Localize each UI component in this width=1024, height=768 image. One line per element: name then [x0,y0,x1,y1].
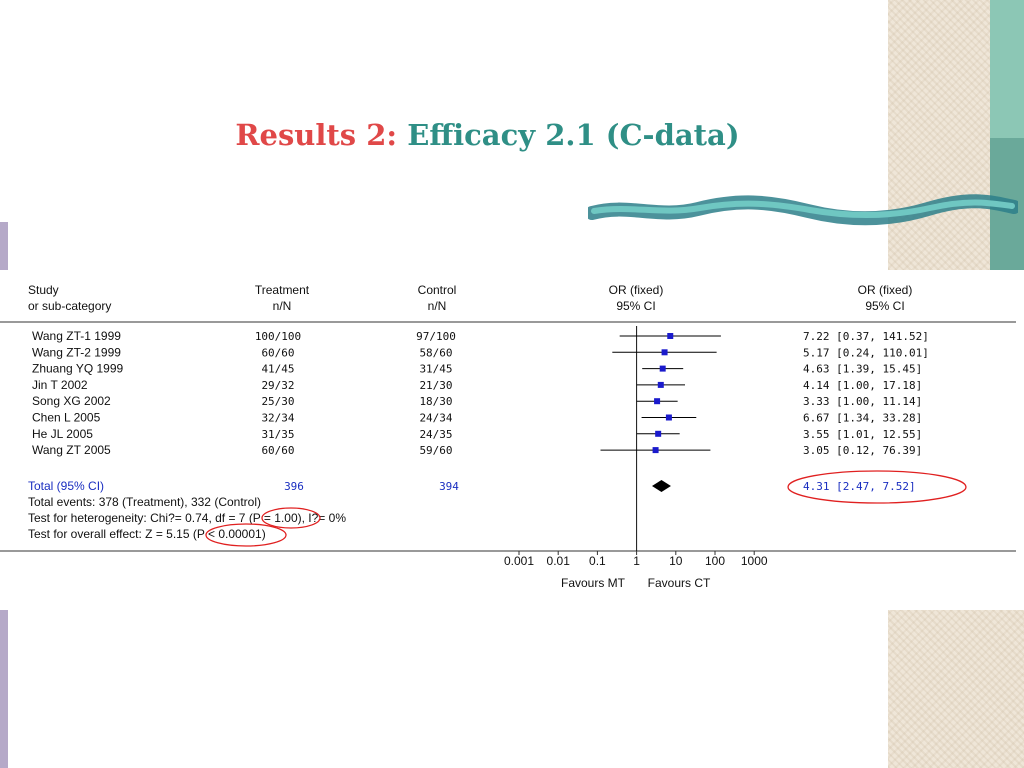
study-name: Wang ZT 2005 [32,443,111,457]
study-point [657,381,664,388]
study-or-text: 7.22 [0.37, 141.52] [803,330,929,343]
study-name: He JL 2005 [32,427,93,441]
header-treatment: Treatment [255,283,310,297]
study-or-text: 3.33 [1.00, 11.14] [803,395,922,408]
total-label: Total (95% CI) [28,479,104,493]
header-plot-or: OR (fixed) [609,283,664,297]
total-or-highlight [787,470,967,504]
decorative-teal-strip [990,0,1024,140]
study-control: 58/60 [419,346,452,359]
study-point [661,349,668,356]
x-tick-label: 1000 [741,554,768,568]
heterogeneity-p: (P = 1.00) [249,511,302,525]
study-control: 97/100 [416,330,456,343]
study-name: Wang ZT-1 1999 [32,329,121,343]
study-or-text: 3.55 [1.01, 12.55] [803,428,922,441]
heterogeneity-suffix: , I?= 0% [302,511,347,525]
study-point [655,430,662,437]
header-study: Study [28,283,59,297]
study-point [667,333,674,339]
header-control-n: n/N [428,299,447,313]
study-name: Song XG 2002 [32,394,111,408]
study-point [665,414,672,421]
total-or-text: 4.31 [2.47, 7.52] [803,480,916,493]
header-treatment-n: n/N [273,299,292,313]
study-row: Wang ZT-2 1999 60/60 58/60 5.17 [0.24, 110.… [32,345,929,359]
decorative-brush-stroke [588,194,1018,226]
study-treatment: 41/45 [261,363,294,376]
study-row: Chen L 2005 32/34 24/34 6.67 [1.34, 33.28] [32,411,922,425]
study-treatment: 32/34 [261,412,294,425]
study-control: 18/30 [419,395,452,408]
study-treatment: 60/60 [261,444,294,457]
study-treatment: 60/60 [261,346,294,359]
study-control: 24/35 [419,428,452,441]
study-row: Wang ZT 2005 60/60 59/60 3.05 [0.12, 76.39] [32,443,922,457]
study-treatment: 29/32 [261,379,294,392]
heterogeneity-p-highlight [261,507,321,529]
study-treatment: 100/100 [255,330,301,343]
x-tick-label: 0.1 [589,554,606,568]
study-or-text: 4.63 [1.39, 15.45] [803,363,922,376]
x-tick-label: 10 [669,554,683,568]
study-treatment: 25/30 [261,395,294,408]
study-row: Zhuang YQ 1999 41/45 31/45 4.63 [1.39, 15.4… [32,362,922,376]
forest-plot-panel: Study or sub-category Treatment n/N Cont… [0,270,1024,610]
overall-p-highlight [205,523,287,547]
total-events: Total events: 378 (Treatment), 332 (Cont… [28,495,261,509]
header-plot-ci: 95% CI [616,299,655,313]
header-control: Control [418,283,457,297]
study-treatment: 31/35 [261,428,294,441]
header-subcategory: or sub-category [28,299,111,313]
study-row: Wang ZT-1 1999 100/100 97/100 7.22 [0.37, 1… [32,329,929,343]
study-row: He JL 2005 31/35 24/35 3.55 [1.01, 12.55] [32,427,922,441]
x-tick-label: 0.001 [504,554,534,568]
header-or-ci: 95% CI [865,299,904,313]
study-control: 59/60 [419,444,452,457]
study-or-text: 4.14 [1.00, 17.18] [803,379,922,392]
study-or-text: 6.67 [1.34, 33.28] [803,412,922,425]
study-name: Chen L 2005 [32,411,101,425]
study-rows: Wang ZT-1 1999 100/100 97/100 7.22 [0.37, 1… [32,329,929,457]
overall-p: (P < 0.00001) [193,527,266,541]
forest-plot: Study or sub-category Treatment n/N Cont… [0,283,1016,590]
study-control: 24/34 [419,412,452,425]
x-axis-ticks: 0.001 0.01 0.1 1 10 100 1000 [504,551,768,568]
x-tick-label: 100 [705,554,725,568]
study-name: Jin T 2002 [32,378,88,392]
study-or-text: 3.05 [0.12, 76.39] [803,444,922,457]
x-tick-label: 1 [633,554,640,568]
slide-title: Results 2: Efficacy 2.1 (C-data) [0,118,975,152]
favours-right: Favours CT [648,576,711,590]
header-or: OR (fixed) [858,283,913,297]
study-control: 21/30 [419,379,452,392]
favours-left: Favours MT [561,576,626,590]
total-diamond [651,480,671,492]
decorative-texture-bottom [888,603,1024,768]
total-treatment: 396 [284,480,304,493]
study-name: Zhuang YQ 1999 [32,362,124,376]
study-point [652,447,659,454]
heterogeneity-prefix: Test for heterogeneity: Chi?= 0.74, df =… [28,511,249,525]
study-or-text: 5.17 [0.24, 110.01] [803,346,929,359]
study-point [654,398,661,405]
study-row: Song XG 2002 25/30 18/30 3.33 [1.00, 11.14] [32,394,922,408]
overall-prefix: Test for overall effect: Z = 5.15 [28,527,193,541]
study-name: Wang ZT-2 1999 [32,345,121,359]
title-main: Efficacy 2.1 (C-data) [407,118,740,152]
total-control: 394 [439,480,459,493]
x-tick-label: 0.01 [547,554,571,568]
title-prefix: Results 2: [235,118,398,152]
study-control: 31/45 [419,363,452,376]
heterogeneity-test: Test for heterogeneity: Chi?= 0.74, df =… [28,511,346,525]
study-point [659,365,666,372]
overall-effect-test: Test for overall effect: Z = 5.15 (P < 0… [28,527,266,541]
study-row: Jin T 2002 29/32 21/30 4.14 [1.00, 17.18] [32,378,922,392]
